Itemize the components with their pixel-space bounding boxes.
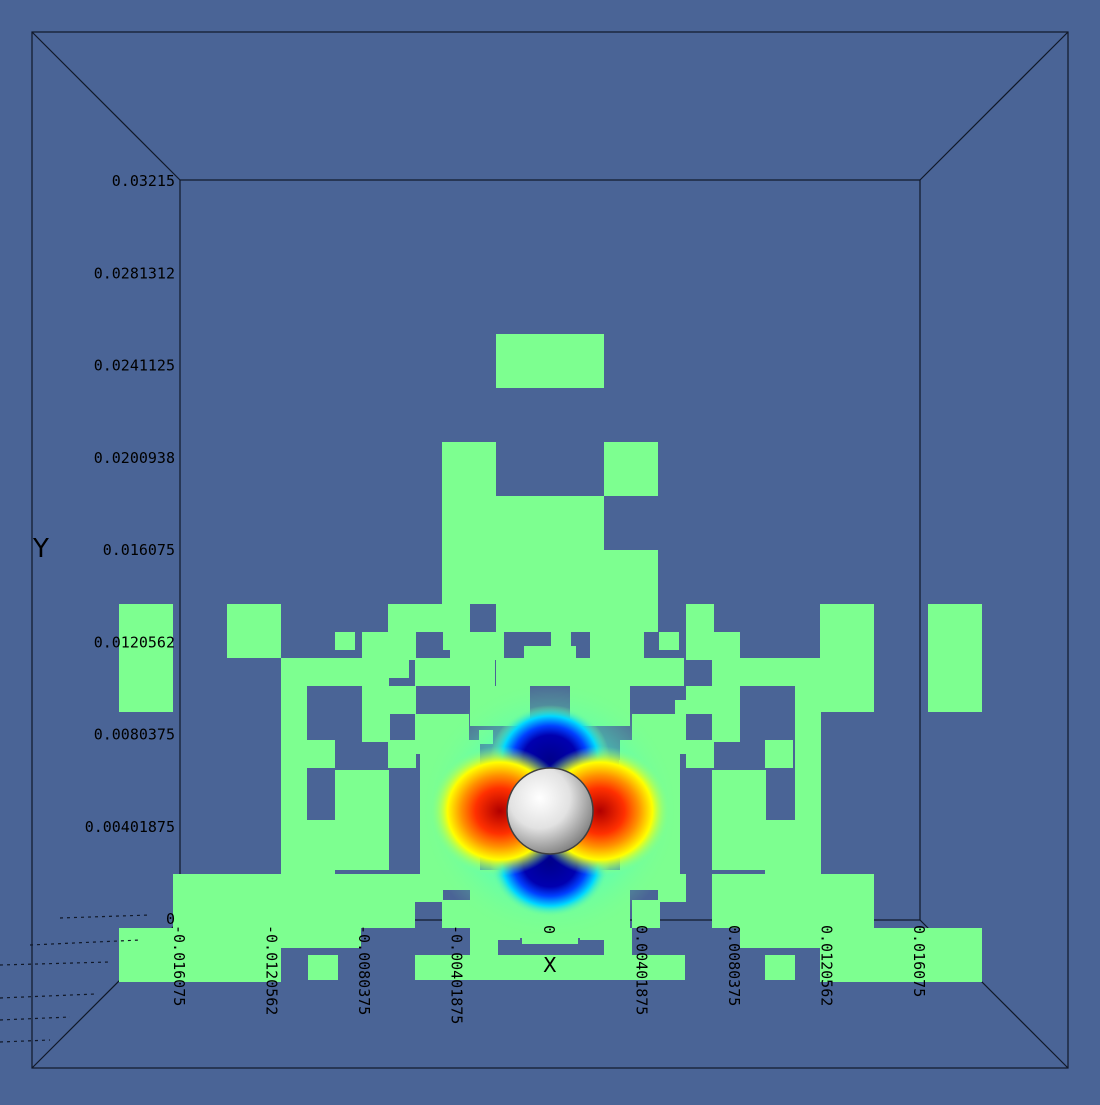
- mesh-cell: [658, 874, 686, 902]
- mesh-cell: [712, 770, 766, 870]
- mesh-cell: [388, 604, 470, 632]
- y-tick-label: 0.00401875: [85, 818, 175, 836]
- mesh-cell: [686, 740, 714, 768]
- mesh-cell: [820, 604, 874, 658]
- mesh-cell: [713, 660, 733, 678]
- mesh-cell: [362, 686, 416, 714]
- y-tick-label: 0.03215: [112, 172, 175, 190]
- mesh-cell: [765, 820, 819, 874]
- z-axis-ghost-labels: [0, 914, 151, 1043]
- x-tick-label: -0.00401875: [448, 925, 466, 1024]
- mesh-cell: [308, 955, 338, 980]
- y-tick-label: 0.0120562: [94, 633, 175, 651]
- mesh-cell: [415, 874, 443, 902]
- mesh-cell: [442, 442, 496, 496]
- y-tick-label: 0: [166, 910, 175, 928]
- mesh-cell: [675, 700, 689, 714]
- mesh-cell: [880, 966, 910, 980]
- mesh-cell: [712, 874, 874, 928]
- mesh-cell: [443, 632, 463, 650]
- mesh-cell: [173, 874, 415, 928]
- mesh-cell: [362, 632, 416, 660]
- y-tick-label: 0.0281312: [94, 264, 175, 282]
- mesh-cell: [335, 632, 355, 650]
- x-tick-label: -0.016075: [170, 925, 188, 1006]
- x-tick-label: 0.016075: [910, 925, 928, 997]
- mesh-cell: [388, 740, 416, 768]
- mesh-cell: [415, 955, 685, 980]
- mesh-cell: [470, 928, 498, 956]
- mesh-cell: [281, 820, 335, 874]
- mesh-cell: [281, 658, 389, 686]
- mesh-cell: [362, 714, 390, 742]
- x-tick-label: 0: [540, 925, 558, 934]
- x-axis-title: X: [543, 953, 557, 977]
- y-tick-label: 0.0080375: [94, 726, 175, 744]
- mesh-cell: [119, 604, 173, 712]
- mesh-cell: [442, 550, 658, 604]
- mesh-cell: [712, 714, 740, 742]
- mesh-cell: [604, 442, 658, 496]
- y-tick-label: 0.0241125: [94, 357, 175, 375]
- mesh-cell: [496, 334, 604, 388]
- mesh-cell: [496, 604, 658, 632]
- y-tick-label: 0.016075: [103, 541, 175, 559]
- mesh-cell: [686, 604, 714, 632]
- mesh-cell: [928, 604, 982, 712]
- mesh-cell: [765, 955, 795, 980]
- x-tick-label: 0.00401875: [633, 925, 651, 1015]
- mesh-cell: [686, 632, 740, 660]
- x-tick-label: 0.0080375: [725, 925, 743, 1006]
- mesh-cell: [389, 660, 409, 678]
- x-tick-label: 0.0120562: [818, 925, 836, 1006]
- y-tick-label: 0.0200938: [94, 449, 175, 467]
- mesh-cell: [686, 686, 740, 714]
- sphere[interactable]: [506, 767, 594, 855]
- mesh-cell: [740, 928, 820, 948]
- mesh-cell: [765, 740, 793, 768]
- mesh-cell: [604, 928, 632, 956]
- mesh-cell: [415, 658, 495, 686]
- mesh-cell: [605, 660, 625, 678]
- y-axis-title: Y: [32, 534, 49, 564]
- x-tick-label: -0.0120562: [263, 925, 281, 1015]
- mesh-cell: [551, 632, 571, 650]
- x-axis-ticks: -0.016075 -0.0120562 -0.0080375 -0.00401875…: [170, 925, 928, 1024]
- mesh-cell: [262, 966, 280, 980]
- mesh-cell: [335, 770, 389, 870]
- mesh-cell: [497, 660, 517, 678]
- x-tick-label: -0.0080375: [355, 925, 373, 1015]
- mesh-cell: [590, 632, 644, 660]
- mesh-cell: [281, 928, 361, 948]
- mesh-cell: [442, 496, 604, 550]
- mesh-cell: [227, 604, 281, 658]
- mesh-cell: [307, 740, 335, 768]
- y-axis-ticks: 0.03215 0.0281312 0.0241125 0.0200938 0.0160…: [85, 172, 175, 928]
- mesh-cell: [190, 966, 212, 980]
- mesh-cell: [659, 632, 679, 650]
- mesh-cell: [820, 658, 874, 712]
